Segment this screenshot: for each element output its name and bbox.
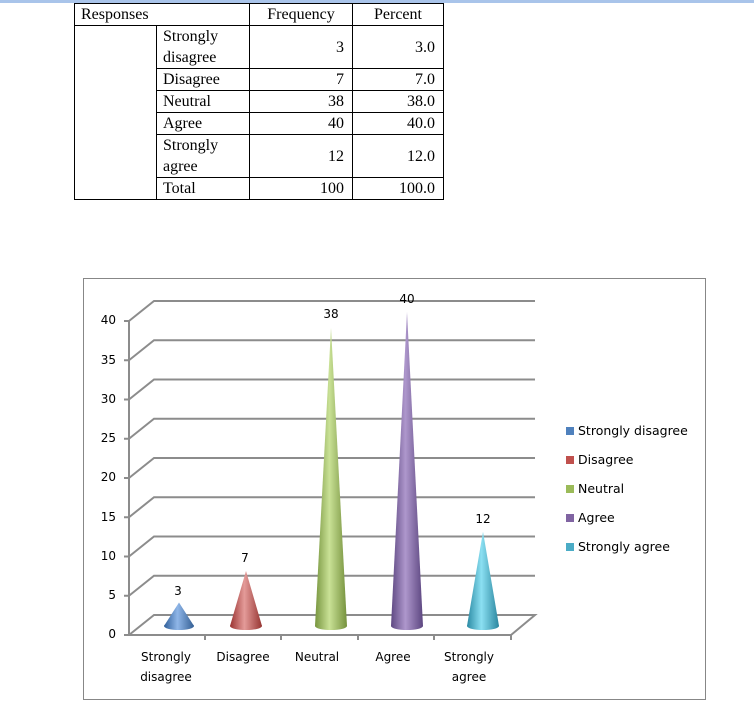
table-header-row: Responses Frequency Percent [74, 3, 444, 26]
data-label-strongly-agree: 12 [475, 512, 491, 526]
gridlines [128, 300, 538, 636]
x-category-disagree: Disagree [203, 647, 283, 667]
header-responses: Responses [74, 3, 250, 26]
cone-strongly-agree [467, 531, 499, 630]
row-percent: 40.0 [352, 112, 444, 135]
legend-swatch-icon [566, 456, 574, 464]
x-category-agree: Agree [353, 647, 433, 667]
data-label-disagree: 7 [241, 551, 249, 565]
x-category-line: Agree [375, 650, 411, 664]
cone-strongly-disagree [164, 602, 194, 630]
table-row: Strongly agree 12 12.0 [75, 134, 444, 178]
row-label: Strongly agree [156, 134, 250, 178]
y-tick-20: 20 [100, 470, 116, 484]
table-row: Strongly disagree 3 3.0 [74, 25, 444, 200]
data-label-neutral: 38 [323, 307, 339, 321]
data-label-agree: 40 [399, 292, 415, 306]
cone-chart: 0 5 10 15 20 25 30 35 40 3 7 38 40 12 St… [83, 278, 706, 700]
row-percent: 38.0 [352, 90, 444, 113]
row-label: Strongly disagree [156, 25, 250, 69]
row-label: Agree [156, 112, 250, 135]
y-tick-5: 5 [108, 588, 116, 602]
legend-label: Strongly agree [578, 539, 670, 554]
x-category-line: agree [451, 670, 487, 684]
legend-swatch-icon [566, 514, 574, 522]
row-percent: 100.0 [352, 177, 444, 200]
y-tick-30: 30 [100, 392, 116, 406]
x-category-line: Strongly [444, 650, 494, 664]
blank-cell [74, 25, 157, 200]
header-frequency: Frequency [249, 3, 353, 26]
legend-swatch-icon [566, 543, 574, 551]
x-category-strongly-disagree: Strongly disagree [126, 647, 206, 687]
row-label: Disagree [156, 68, 250, 91]
x-category-strongly-agree: Strongly agree [429, 647, 509, 687]
legend-item-agree: Agree [566, 510, 688, 539]
header-percent: Percent [352, 3, 444, 26]
table-row: Disagree 7 7.0 [75, 68, 444, 91]
axes [124, 320, 512, 640]
row-frequency: 100 [249, 177, 353, 200]
legend-item-strongly-disagree: Strongly disagree [566, 423, 688, 452]
row-label: Neutral [156, 90, 250, 113]
row-frequency: 12 [249, 134, 353, 178]
cone-agree [391, 312, 423, 630]
row-percent: 12.0 [352, 134, 444, 178]
legend-label: Agree [578, 510, 615, 525]
x-category-line: Disagree [216, 650, 270, 664]
legend-item-neutral: Neutral [566, 481, 688, 510]
x-category-line: Strongly [141, 650, 191, 664]
chart-legend: Strongly disagree Disagree Neutral Agree… [566, 423, 688, 568]
y-tick-35: 35 [100, 353, 116, 367]
page-top-border [0, 0, 754, 3]
legend-label: Strongly disagree [578, 423, 688, 438]
table-row-total: Total 100 100.0 [75, 177, 444, 200]
x-category-line: disagree [140, 670, 192, 684]
row-frequency: 38 [249, 90, 353, 113]
plot-area [124, 300, 538, 640]
legend-label: Disagree [578, 452, 634, 467]
y-tick-15: 15 [100, 510, 116, 524]
row-percent: 7.0 [352, 68, 444, 91]
frequency-table: Responses Frequency Percent Strongly dis… [74, 3, 444, 200]
row-frequency: 7 [249, 68, 353, 91]
y-tick-0: 0 [108, 627, 116, 641]
legend-swatch-icon [566, 485, 574, 493]
cone-disagree [230, 571, 262, 630]
legend-item-strongly-agree: Strongly agree [566, 539, 688, 568]
table-row: Agree 40 40.0 [75, 112, 444, 135]
data-label-strongly-disagree: 3 [174, 584, 182, 598]
row-label: Total [156, 177, 250, 200]
cone-neutral [315, 327, 347, 630]
row-frequency: 40 [249, 112, 353, 135]
row-percent: 3.0 [352, 25, 444, 69]
y-tick-25: 25 [100, 431, 116, 445]
y-tick-40: 40 [100, 313, 116, 327]
legend-swatch-icon [566, 427, 574, 435]
y-tick-10: 10 [100, 549, 116, 563]
x-category-neutral: Neutral [277, 647, 357, 667]
row-frequency: 3 [249, 25, 353, 69]
x-category-line: Neutral [294, 650, 340, 664]
legend-item-disagree: Disagree [566, 452, 688, 481]
legend-label: Neutral [578, 481, 625, 496]
